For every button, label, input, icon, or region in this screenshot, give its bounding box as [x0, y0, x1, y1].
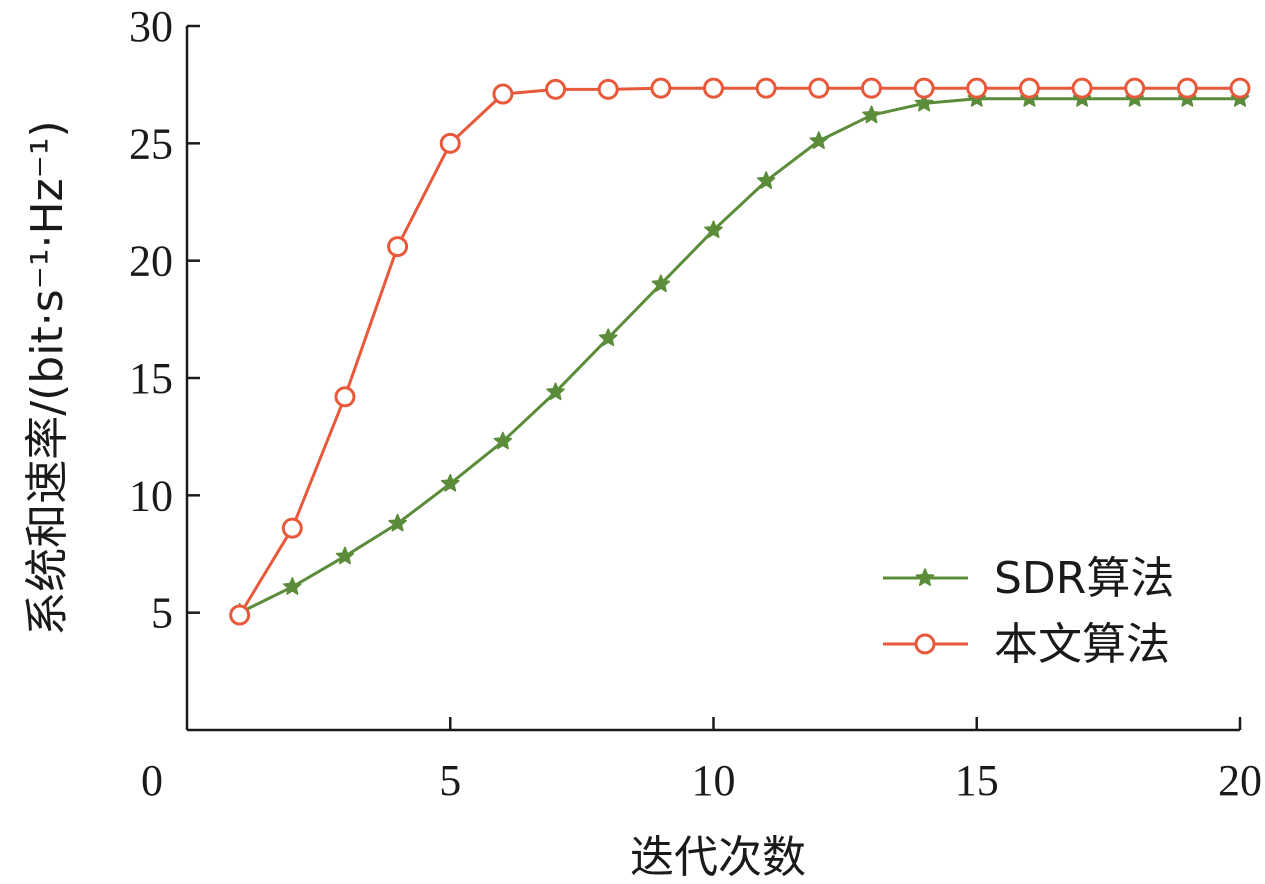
data-point-circle [860, 77, 882, 99]
y-ticks: 5 10 15 20 25 30 [129, 2, 200, 638]
data-point-star [440, 473, 460, 492]
data-point-circle [914, 633, 936, 655]
x-tick-label: 5 [439, 756, 461, 805]
data-point-circle [439, 132, 461, 154]
data-point-circle [913, 77, 935, 99]
data-point-star [598, 328, 618, 347]
data-point-circle [808, 77, 830, 99]
legend-item: SDR算法 [883, 553, 1174, 604]
data-point-star [282, 577, 302, 595]
data-point-star [493, 431, 513, 450]
legend-label: 本文算法 [994, 619, 1170, 670]
x-axis-title: 迭代次数 [630, 832, 806, 883]
data-point-star [388, 513, 407, 532]
data-point-star [809, 131, 829, 150]
data-point-circle [229, 604, 251, 626]
series-star [230, 88, 1250, 621]
legend-label: SDR算法 [994, 553, 1174, 604]
series-line [239, 97, 1240, 615]
y-tick-label: 25 [129, 119, 173, 168]
data-point-star [651, 274, 671, 293]
data-point-circle [650, 77, 672, 99]
legend-item: 本文算法 [883, 619, 1170, 670]
data-point-circle [1071, 77, 1093, 99]
data-point-circle [334, 386, 356, 408]
data-point-circle [281, 517, 303, 539]
y-tick-label: 20 [129, 237, 173, 286]
data-point-circle [1124, 77, 1146, 99]
y-tick-label: 30 [129, 2, 173, 51]
x-tick-label: 20 [1218, 756, 1262, 805]
data-point-circle [597, 78, 619, 100]
series-line [238, 86, 1240, 616]
data-point-star [756, 171, 776, 189]
x-tick-label: 15 [955, 756, 999, 805]
series-layer [229, 77, 1251, 626]
data-point-circle [1018, 77, 1040, 99]
y-axis-title: 系统和速率/(bit·s⁻¹·Hz⁻¹) [22, 120, 73, 635]
data-point-circle [1229, 77, 1251, 99]
data-point-star [862, 105, 881, 124]
data-point-star [704, 220, 723, 239]
data-point-circle [966, 77, 988, 99]
data-point-star [914, 93, 934, 112]
data-point-circle [492, 83, 514, 105]
y-tick-label: 10 [129, 471, 173, 520]
data-point-circle [755, 77, 777, 99]
data-point-star [915, 568, 935, 587]
data-point-circle [1176, 77, 1198, 99]
y-tick-label: 5 [151, 589, 173, 638]
series-circle [229, 77, 1251, 626]
data-point-circle [703, 77, 724, 99]
data-point-circle [545, 78, 567, 100]
data-point-circle [387, 236, 409, 258]
x-ticks: 0 5 10 15 20 [141, 717, 1262, 805]
x-tick-label: 10 [692, 756, 736, 805]
x-tick-label: 0 [141, 756, 163, 805]
data-point-star [335, 546, 355, 565]
data-point-star [546, 382, 565, 401]
y-tick-label: 15 [129, 354, 173, 403]
